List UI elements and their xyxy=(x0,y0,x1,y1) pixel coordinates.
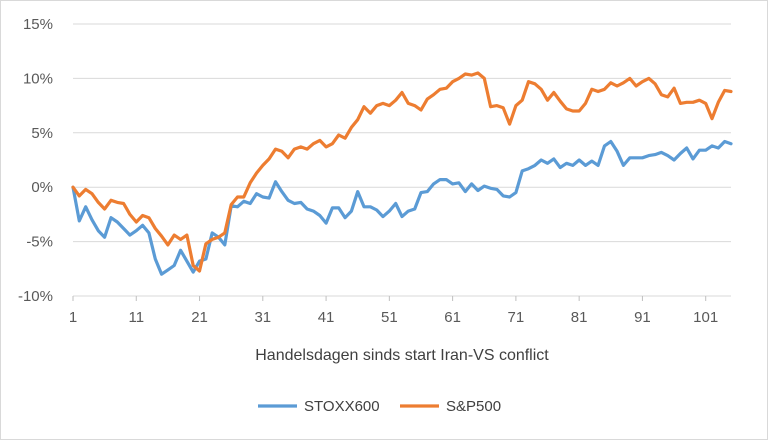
x-tick-label: 21 xyxy=(191,309,208,326)
x-tick-label: 51 xyxy=(381,309,398,326)
x-axis-ticks: 1 11 21 31 41 51 61 71 81 91 101 xyxy=(69,296,718,326)
x-tick-label: 91 xyxy=(634,309,651,326)
series-line-stoxx600 xyxy=(71,139,733,276)
legend-label: STOXX600 xyxy=(304,398,380,415)
y-tick-label: 0% xyxy=(31,179,53,196)
x-axis-title: Handelsdagen sinds start Iran-VS conflic… xyxy=(255,347,549,364)
x-tick-label: 61 xyxy=(444,309,461,326)
legend-label: S&P500 xyxy=(446,398,501,415)
x-tick-label: 31 xyxy=(254,309,271,326)
series-line-s-p500 xyxy=(71,71,733,273)
y-tick-label: 5% xyxy=(31,125,53,142)
y-tick-label: -5% xyxy=(26,234,53,251)
series-lines xyxy=(71,71,733,276)
x-tick-label: 1 xyxy=(69,309,77,326)
x-tick-label: 41 xyxy=(318,309,335,326)
y-tick-label: 15% xyxy=(23,16,53,33)
x-tick-label: 11 xyxy=(128,309,144,326)
legend: STOXX600 S&P500 xyxy=(258,398,501,415)
y-tick-label: -10% xyxy=(18,288,53,305)
x-tick-label: 101 xyxy=(693,309,718,326)
y-axis-ticks: -10% -5% 0% 5% 10% 15% xyxy=(18,16,53,305)
y-tick-label: 10% xyxy=(23,70,53,87)
x-tick-label: 71 xyxy=(508,309,525,326)
x-tick-label: 81 xyxy=(571,309,588,326)
gridlines xyxy=(73,23,731,297)
